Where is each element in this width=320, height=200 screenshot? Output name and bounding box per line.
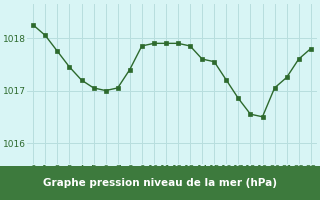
Text: Graphe pression niveau de la mer (hPa): Graphe pression niveau de la mer (hPa) (43, 178, 277, 188)
